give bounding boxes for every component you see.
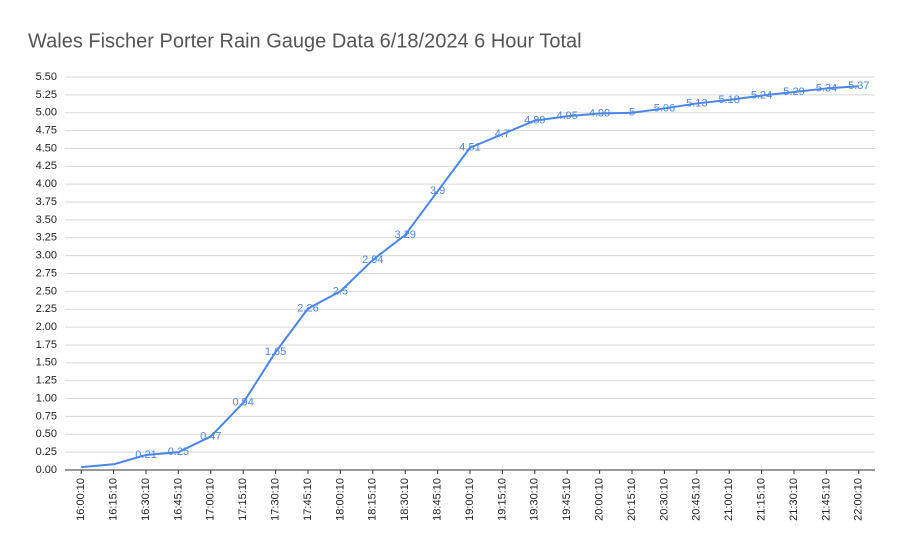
data-label: 4.95 bbox=[556, 110, 577, 122]
x-tick-label: 20:30:10 bbox=[658, 478, 670, 521]
data-label: 1.65 bbox=[265, 346, 286, 358]
y-tick-label: 1.75 bbox=[36, 339, 57, 351]
y-tick-label: 5.00 bbox=[36, 107, 57, 119]
y-tick-label: 4.50 bbox=[36, 142, 57, 154]
x-tick-label: 16:00:10 bbox=[75, 478, 87, 521]
y-tick-label: 2.25 bbox=[36, 303, 57, 315]
y-tick-label: 5.25 bbox=[36, 89, 57, 101]
data-label: 0.94 bbox=[232, 397, 253, 409]
data-label: 0.47 bbox=[200, 430, 221, 442]
x-tick-label: 19:00:10 bbox=[464, 478, 476, 521]
x-tick-label: 18:00:10 bbox=[334, 478, 346, 521]
x-tick-label: 20:15:10 bbox=[626, 478, 638, 521]
data-label: 2.5 bbox=[333, 285, 348, 297]
y-tick-label: 4.25 bbox=[36, 160, 57, 172]
x-tick-label: 19:15:10 bbox=[496, 478, 508, 521]
data-label: 0.21 bbox=[135, 449, 156, 461]
x-tick-label: 20:00:10 bbox=[594, 478, 606, 521]
x-tick-label: 17:00:10 bbox=[205, 478, 217, 521]
x-tick-label: 16:45:10 bbox=[172, 478, 184, 521]
y-tick-label: 1.00 bbox=[36, 392, 57, 404]
chart-title: Wales Fischer Porter Rain Gauge Data 6/1… bbox=[28, 30, 582, 52]
data-label: 4.89 bbox=[524, 114, 545, 126]
line-series bbox=[81, 85, 859, 469]
y-tick-label: 4.00 bbox=[36, 178, 57, 190]
x-tick-label: 17:45:10 bbox=[302, 478, 314, 521]
x-tick-label: 18:30:10 bbox=[399, 478, 411, 521]
y-tick-label: 0.00 bbox=[36, 464, 57, 476]
x-tick-label: 18:15:10 bbox=[367, 478, 379, 521]
x-tick-label: 20:45:10 bbox=[691, 478, 703, 521]
data-label: 5.24 bbox=[751, 89, 772, 101]
data-label: 5.06 bbox=[654, 102, 675, 114]
data-label: 0.25 bbox=[168, 446, 189, 458]
x-tick-label: 19:30:10 bbox=[529, 478, 541, 521]
y-tick-label: 1.50 bbox=[36, 357, 57, 369]
data-label: 3.9 bbox=[430, 185, 445, 197]
y-tick-label: 4.75 bbox=[36, 124, 57, 136]
y-tick-label: 2.00 bbox=[36, 321, 57, 333]
data-label: 3.29 bbox=[394, 229, 415, 241]
y-tick-label: 3.25 bbox=[36, 232, 57, 244]
x-tick-label: 17:15:10 bbox=[237, 478, 249, 521]
y-tick-label: 0.50 bbox=[36, 428, 57, 440]
x-tick-label: 16:30:10 bbox=[140, 478, 152, 521]
y-tick-label: 2.75 bbox=[36, 267, 57, 279]
data-label: 2.26 bbox=[297, 302, 318, 314]
y-tick-label: 3.00 bbox=[36, 250, 57, 262]
y-tick-label: 5.50 bbox=[36, 71, 57, 83]
x-tick-label: 21:30:10 bbox=[788, 478, 800, 521]
data-label: 5.13 bbox=[686, 97, 707, 109]
y-tick-label: 0.25 bbox=[36, 446, 57, 458]
y-tick-label: 3.50 bbox=[36, 214, 57, 226]
x-tick-label: 19:45:10 bbox=[561, 478, 573, 521]
x-tick-label: 16:15:10 bbox=[108, 478, 120, 521]
data-label: 5.34 bbox=[816, 82, 837, 94]
data-label: 5.29 bbox=[783, 86, 804, 98]
y-tick-label: 3.75 bbox=[36, 196, 57, 208]
x-tick-label: 21:00:10 bbox=[723, 478, 735, 521]
x-tick-label: 21:15:10 bbox=[756, 478, 768, 521]
x-tick-label: 21:45:10 bbox=[820, 478, 832, 521]
data-label: 4.99 bbox=[589, 107, 610, 119]
x-tick-label: 22:00:10 bbox=[853, 478, 865, 521]
data-label: 4.7 bbox=[495, 128, 510, 140]
data-label: 2.94 bbox=[362, 254, 383, 266]
x-tick-label: 18:45:10 bbox=[432, 478, 444, 521]
data-label: 5.18 bbox=[718, 94, 739, 106]
data-label: 5 bbox=[629, 107, 635, 119]
data-label: 4.51 bbox=[459, 142, 480, 154]
x-tick-label: 17:30:10 bbox=[270, 478, 282, 521]
y-tick-label: 2.50 bbox=[36, 285, 57, 297]
y-tick-label: 0.75 bbox=[36, 410, 57, 422]
data-label: 5.37 bbox=[848, 80, 869, 92]
y-tick-label: 1.25 bbox=[36, 375, 57, 387]
